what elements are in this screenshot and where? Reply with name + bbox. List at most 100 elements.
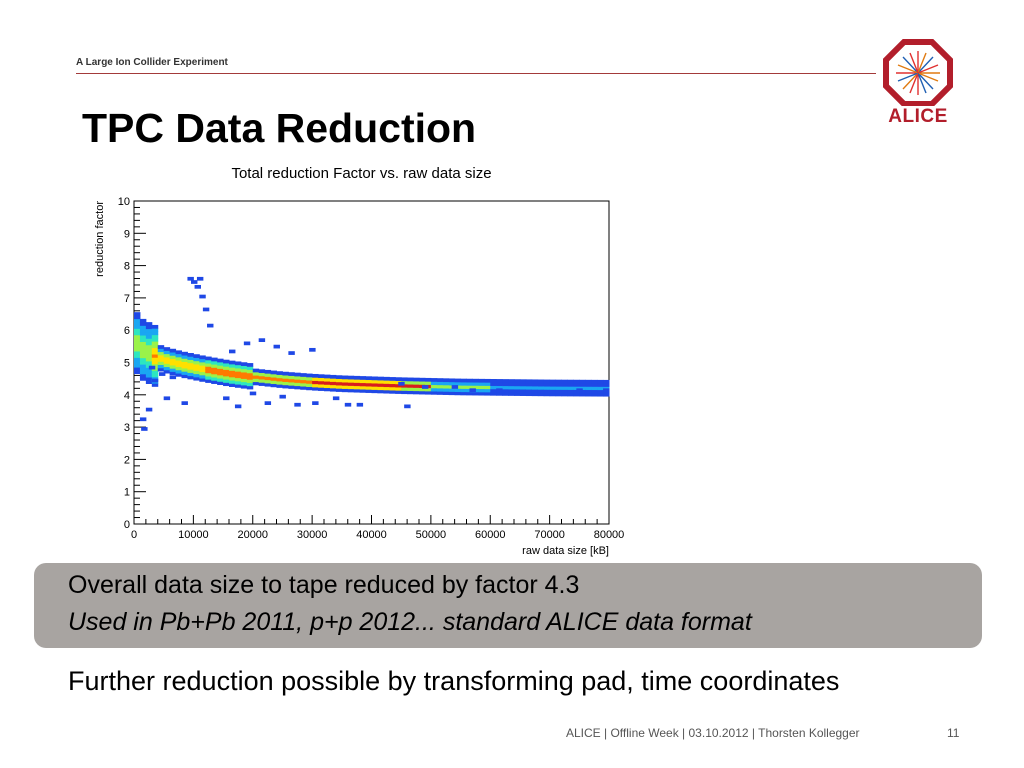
heatmap-cell [145, 325, 153, 330]
heatmap-cell [585, 379, 592, 384]
outlier-cell [279, 394, 286, 399]
heatmap-cell [389, 383, 396, 388]
heatmap-cell [389, 377, 396, 381]
heatmap-cell [145, 344, 153, 349]
heatmap-cell [217, 381, 224, 386]
heatmap-cell [371, 376, 378, 381]
heatmap-cell [514, 382, 521, 387]
heatmap-cell [134, 315, 141, 320]
heatmap-cell [419, 377, 426, 382]
heatmap-cell [359, 385, 367, 390]
heatmap-cell [145, 335, 153, 339]
heatmap-cell [217, 378, 224, 382]
heatmap-cell [246, 382, 254, 387]
heatmap-cell [306, 386, 313, 391]
heatmap-cell [413, 380, 420, 385]
heatmap-cell [134, 347, 141, 352]
x-tick-label: 10000 [178, 529, 209, 541]
heatmap-cell [591, 379, 598, 384]
y-tick-label: 10 [118, 196, 130, 208]
outlier-cell [148, 365, 156, 370]
heatmap-cell [306, 373, 313, 378]
heatmap-cell [145, 338, 153, 343]
heatmap-cell [199, 374, 206, 379]
heatmap-cell [282, 378, 289, 382]
heatmap-cell [163, 366, 171, 371]
heatmap-cell [139, 373, 147, 378]
heatmap-cell [335, 378, 343, 383]
heatmap-cell [163, 360, 171, 364]
outlier-cell [141, 427, 148, 431]
heatmap-cell [193, 363, 200, 368]
heatmap-cell [139, 318, 147, 323]
heatmap-cell [240, 371, 248, 376]
heatmap-cell [525, 382, 533, 387]
heatmap-cell [175, 350, 182, 355]
heatmap-cell [424, 390, 432, 395]
heatmap-cell [211, 360, 218, 365]
summary-callout: Overall data size to tape reduced by fac… [34, 563, 982, 648]
outlier-cell [191, 280, 198, 284]
heatmap-cell [335, 381, 343, 386]
heatmap-cell [419, 387, 426, 392]
heatmap-cell [531, 379, 539, 384]
heatmap-cell [134, 325, 141, 329]
heatmap-cell [395, 377, 402, 381]
heatmap-cell [145, 373, 153, 378]
heatmap-cell [163, 350, 171, 355]
outlier-cell [145, 407, 153, 412]
heatmap-cell [276, 371, 283, 375]
alice-logo-icon [883, 39, 953, 107]
heatmap-cell [561, 379, 568, 384]
y-tick-label: 7 [124, 293, 130, 305]
heatmap-cell [276, 380, 283, 385]
heatmap-cell [258, 372, 266, 377]
heatmap-cell [157, 351, 165, 356]
heatmap-cell [193, 376, 200, 381]
heatmap-cell [472, 391, 479, 396]
heatmap-cell [318, 377, 325, 382]
heatmap-cell [359, 376, 367, 380]
heatmap-cell [234, 374, 242, 379]
heatmap-cell [145, 354, 153, 359]
heatmap-cell [436, 381, 444, 386]
heatmap-cell [543, 386, 551, 390]
heatmap-cell [591, 389, 598, 394]
heatmap-cell [377, 376, 384, 381]
heatmap-cell [597, 386, 604, 391]
heatmap-cell [347, 375, 355, 380]
heatmap-cell [134, 312, 141, 316]
heatmap-cell [371, 379, 378, 384]
slide-title: TPC Data Reduction [82, 105, 477, 151]
heatmap-cell [484, 382, 491, 386]
heatmap-cell [294, 385, 301, 390]
heatmap-cell [157, 367, 165, 372]
heatmap-cell [401, 377, 408, 382]
x-tick-label: 80000 [594, 529, 625, 541]
heatmap-cell [252, 381, 260, 386]
heatmap-cell [508, 385, 515, 390]
heatmap-cell [371, 382, 378, 387]
outlier-cell [404, 404, 411, 409]
heatmap-cell [389, 380, 396, 385]
heatmap-cell [151, 357, 159, 361]
heatmap-cell [175, 363, 182, 368]
heatmap-cell [436, 387, 444, 392]
heatmap-cell [407, 384, 414, 388]
heatmap-cell [252, 375, 260, 379]
heatmap-cell [585, 383, 592, 387]
callout-line-1: Overall data size to tape reduced by fac… [68, 571, 580, 599]
heatmap-cell [217, 368, 224, 373]
heatmap-cell [341, 388, 349, 393]
heatmap-cell [294, 382, 301, 387]
heatmap-cell [573, 379, 580, 384]
heatmap-cell [211, 357, 218, 362]
heatmap-cell [478, 378, 485, 383]
heatmap-cell [460, 378, 467, 383]
heatmap-cell [567, 386, 574, 390]
heatmap-cell [205, 375, 212, 380]
heatmap-cell [211, 367, 218, 372]
heatmap-cell [134, 334, 141, 339]
heatmap-cell [223, 372, 230, 377]
heatmap-cell [442, 381, 450, 386]
